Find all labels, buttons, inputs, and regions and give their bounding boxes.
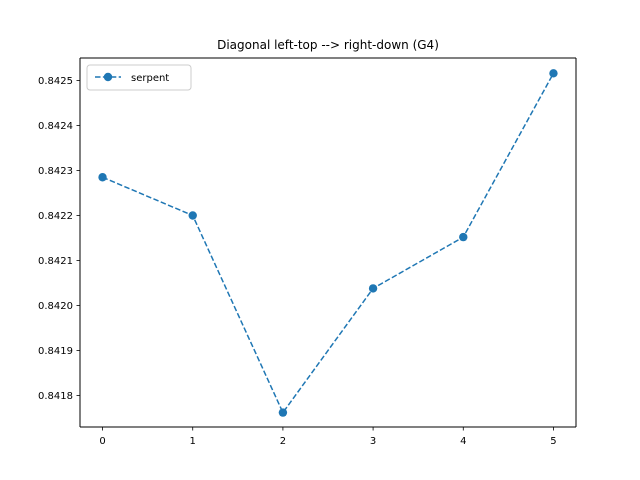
plot-area	[80, 58, 576, 427]
y-tick-label: 0.8425	[38, 76, 73, 87]
y-tick-label: 0.8422	[38, 211, 73, 222]
data-point	[278, 408, 288, 417]
legend-box	[86, 64, 192, 91]
x-tick-label: 1	[190, 436, 196, 447]
legend-marker	[103, 72, 113, 82]
x-tick-label: 2	[280, 436, 286, 447]
y-axis: 0.8418 0.8419 0.8420 0.8421 0.8422 0.8423 0.84…	[38, 76, 80, 402]
data-point	[98, 173, 107, 182]
axes-frame	[79, 57, 577, 428]
data-point	[368, 284, 378, 293]
x-tick-label: 5	[550, 436, 556, 447]
x-tick-label: 3	[370, 436, 376, 447]
data-point	[459, 232, 468, 242]
y-tick-label: 0.8421	[38, 256, 73, 267]
y-tick-label: 0.8424	[38, 121, 73, 132]
series-line-serpent	[102, 72, 555, 415]
y-tick-label: 0.8419	[38, 346, 73, 357]
legend-label-serpent: serpent	[131, 73, 169, 84]
x-tick-label: 0	[99, 436, 105, 447]
series-layer	[98, 69, 558, 417]
data-point	[188, 211, 197, 220]
y-tick-label: 0.8420	[38, 301, 73, 312]
y-tick-label: 0.8418	[38, 391, 73, 402]
x-axis: 0 1 2 3 4 5	[99, 427, 557, 447]
x-tick-label: 4	[460, 436, 466, 447]
y-tick-label: 0.8423	[38, 166, 73, 177]
data-point	[549, 69, 558, 78]
chart-title: Diagonal left-top --> right-down (G4)	[217, 38, 439, 52]
legend: serpent	[86, 64, 192, 91]
